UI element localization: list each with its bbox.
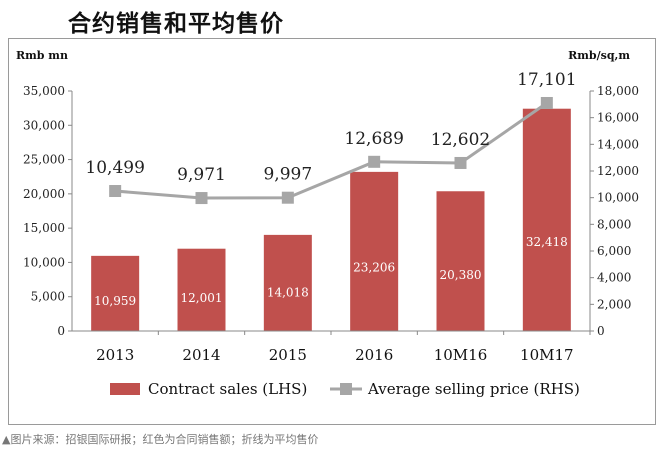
bar-value-label: 14,018 [267, 286, 309, 300]
x-tick-label: 2014 [182, 346, 220, 364]
asp-value-label: 12,602 [431, 130, 490, 150]
left-tick-label: 5,000 [31, 290, 65, 304]
asp-point-2013 [109, 185, 122, 198]
bar-2014 [177, 248, 226, 331]
left-tick-label: 25,000 [23, 153, 65, 167]
bar-value-label: 12,001 [181, 291, 223, 305]
right-tick-label: 0 [597, 324, 605, 338]
legend-line-marker [340, 383, 352, 395]
left-tick-label: 35,000 [23, 84, 65, 98]
legend-line-label: Average selling price (RHS) [367, 380, 580, 398]
bar-10M17 [522, 108, 571, 331]
left-tick-label: 15,000 [23, 221, 65, 235]
asp-value-label: 17,101 [517, 70, 576, 90]
left-tick-label: 30,000 [23, 118, 65, 132]
left-tick-label: 10,000 [23, 255, 65, 269]
chart-frame [8, 38, 656, 425]
bar-value-label: 32,418 [526, 235, 568, 249]
right-tick-label: 16,000 [597, 111, 639, 125]
right-tick-label: 6,000 [597, 244, 631, 258]
asp-point-2016 [368, 155, 381, 168]
x-tick-label: 2016 [355, 346, 393, 364]
chart-title: 合约销售和平均售价 [68, 11, 284, 37]
bar-2015 [263, 234, 312, 331]
asp-value-label: 9,971 [177, 165, 226, 185]
bar-2013 [91, 255, 140, 331]
bar-value-label: 10,959 [94, 294, 136, 308]
right-tick-label: 2,000 [597, 297, 631, 311]
x-tick-label: 2013 [96, 346, 134, 364]
bar-value-label: 23,206 [353, 260, 395, 274]
x-tick-label: 2015 [269, 346, 307, 364]
asp-point-10M17 [540, 96, 553, 109]
right-tick-label: 10,000 [597, 191, 639, 205]
right-tick-label: 4,000 [597, 271, 631, 285]
x-tick-label: 10M16 [434, 346, 488, 364]
asp-value-label: 9,997 [263, 165, 312, 185]
right-tick-label: 14,000 [597, 137, 639, 151]
right-axis-label: Rmb/sq,m [568, 49, 630, 62]
bar-2016 [350, 171, 399, 331]
left-axis-label: Rmb mn [16, 49, 68, 62]
left-tick-label: 20,000 [23, 187, 65, 201]
right-tick-label: 18,000 [597, 84, 639, 98]
image-source-caption: ▲图片来源：招银国际研报；红色为合同销售额；折线为平均售价 [2, 433, 319, 446]
right-tick-label: 12,000 [597, 164, 639, 178]
asp-line [115, 101, 548, 200]
asp-point-2014 [195, 192, 208, 205]
legend-bar-label: Contract sales (LHS) [148, 380, 307, 398]
x-tick-label: 10M17 [520, 346, 574, 364]
asp-point-2015 [281, 191, 294, 204]
left-tick-label: 0 [57, 324, 65, 338]
bar-value-label: 20,380 [440, 268, 482, 282]
asp-value-label: 12,689 [344, 129, 403, 149]
asp-point-10M16 [454, 156, 467, 169]
right-tick-label: 8,000 [597, 217, 631, 231]
bar-10M16 [436, 191, 485, 331]
asp-value-label: 10,499 [85, 158, 144, 178]
legend-bar-swatch [110, 383, 140, 395]
